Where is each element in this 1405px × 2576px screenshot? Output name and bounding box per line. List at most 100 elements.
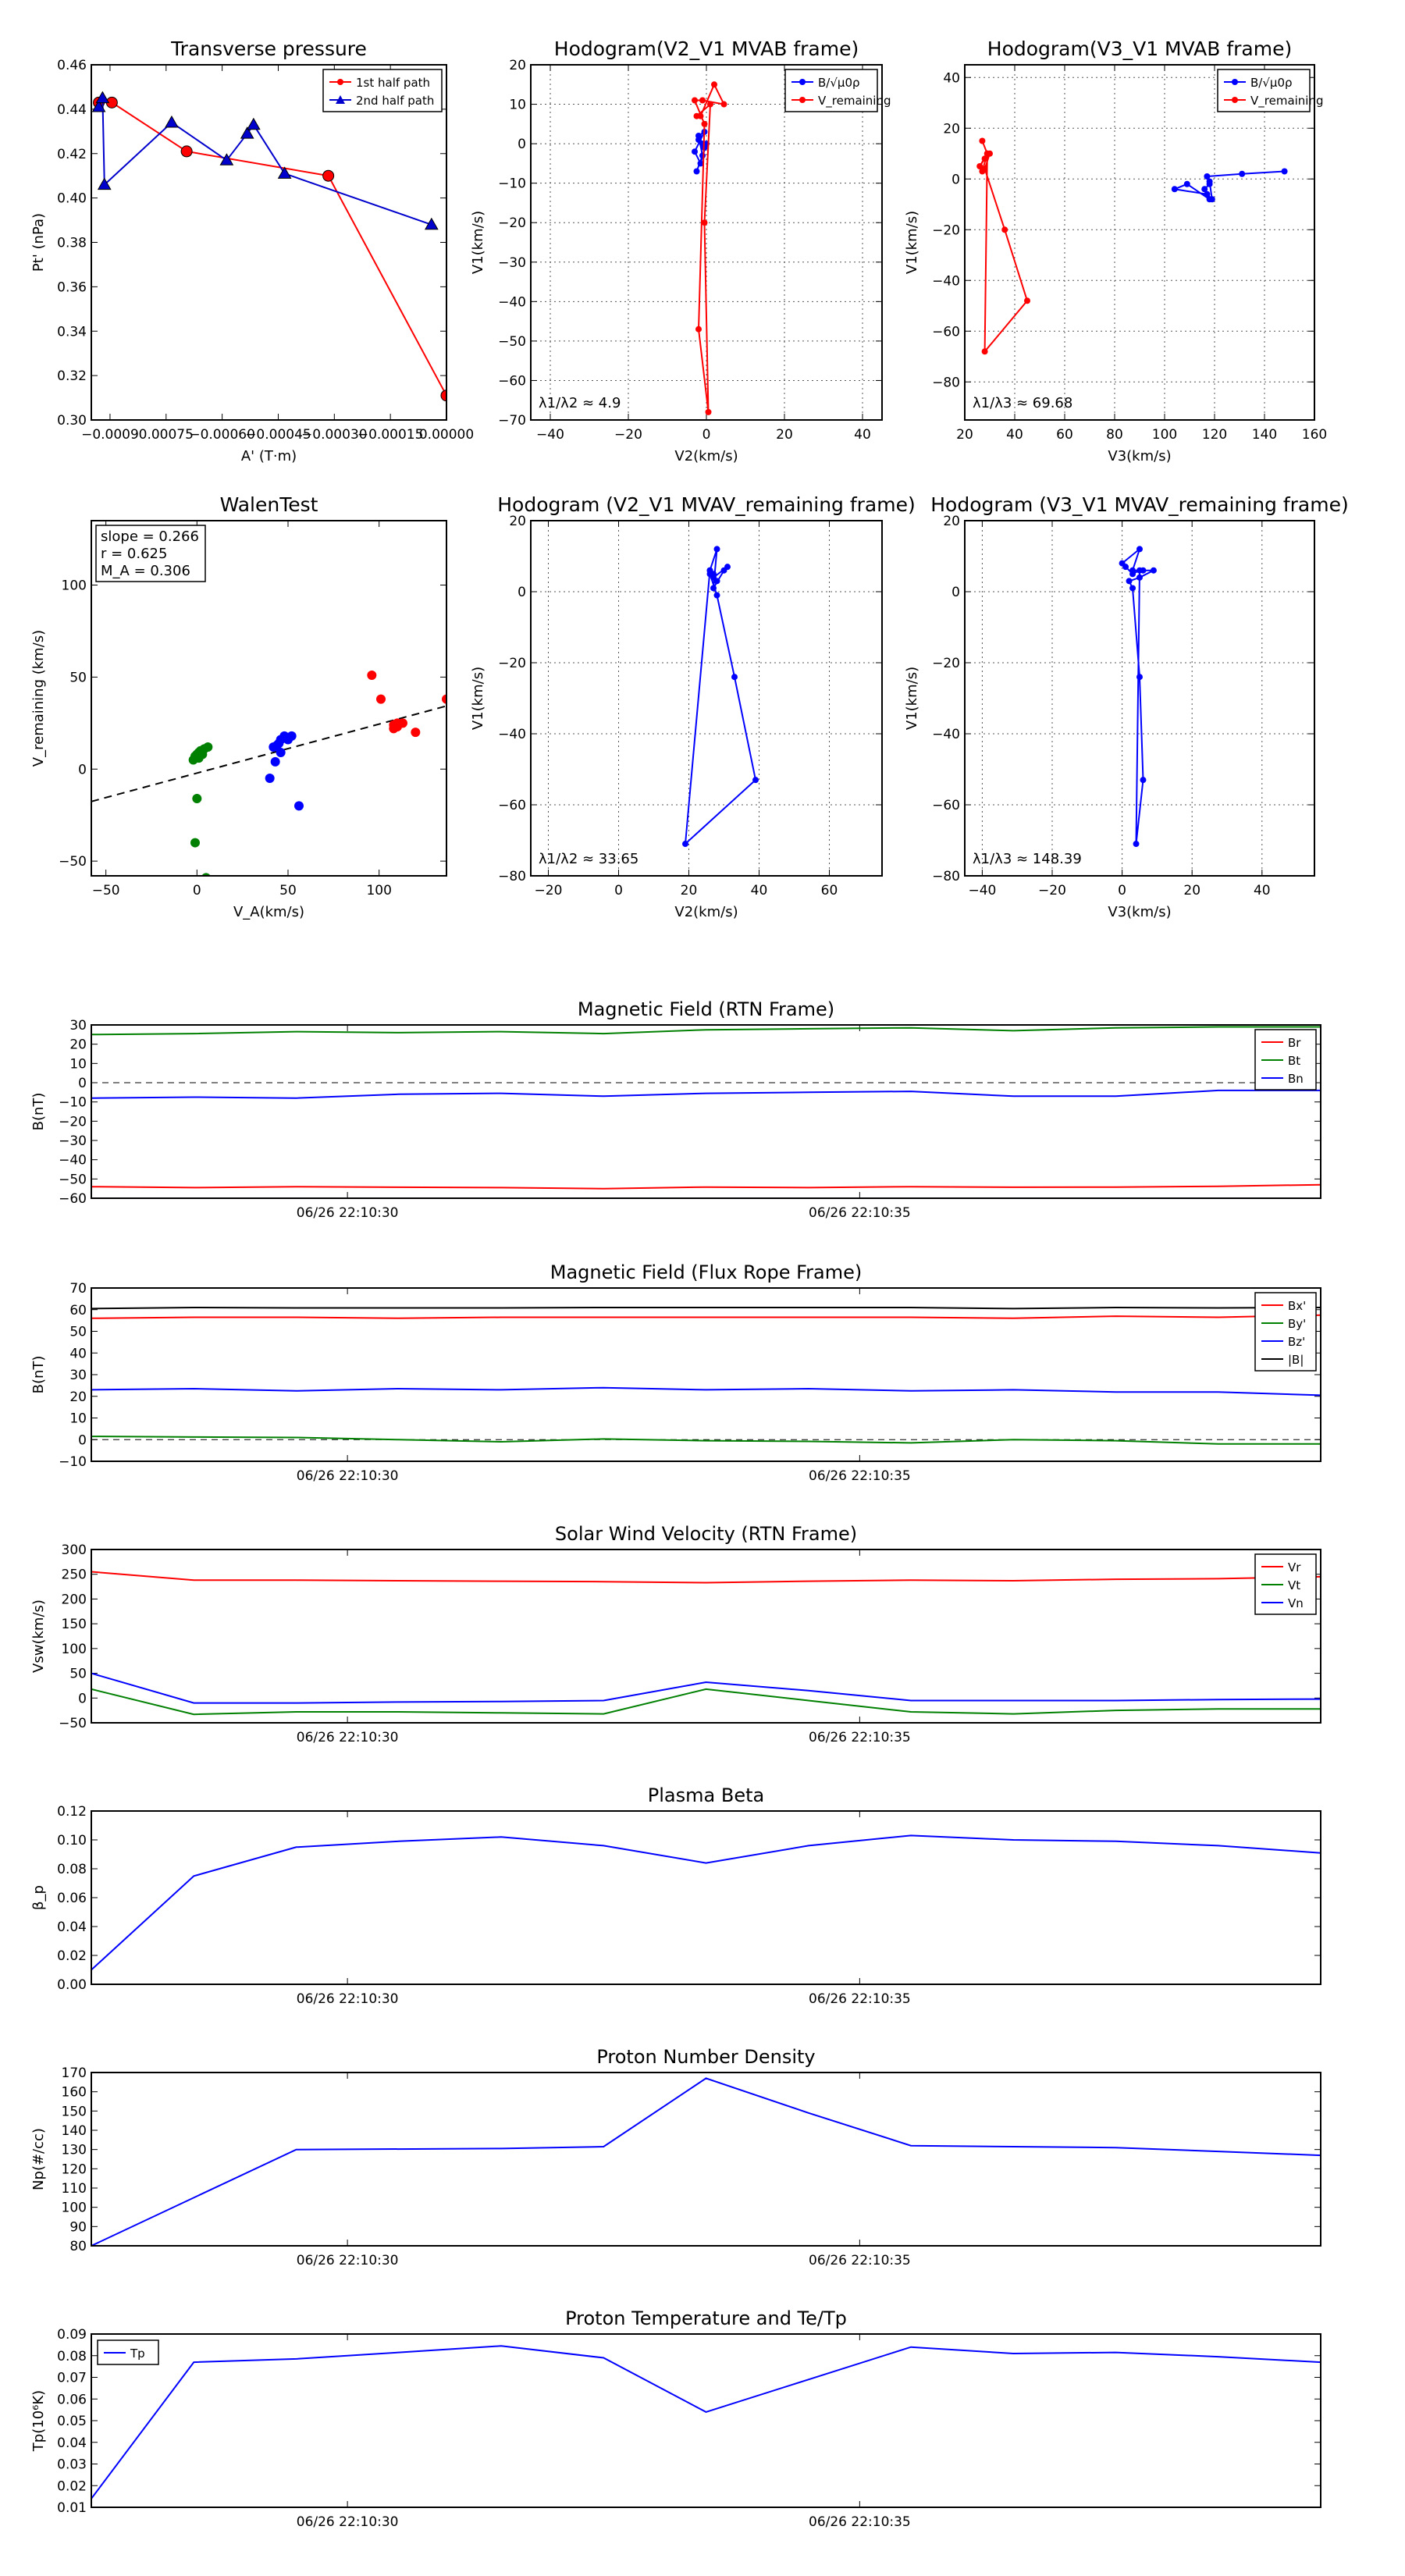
legend-label: Vr xyxy=(1288,1560,1301,1574)
stats-box xyxy=(95,525,206,582)
data-point xyxy=(219,153,234,165)
x-tick-label: 06/26 22:10:35 xyxy=(809,2253,911,2268)
stats-text: M_A = 0.306 xyxy=(101,563,190,579)
x-tick-label: 100 xyxy=(366,883,391,898)
data-point xyxy=(713,578,720,585)
data-point xyxy=(1281,168,1288,175)
y-tick-label: 0.02 xyxy=(57,1948,87,1964)
y-tick-label: −40 xyxy=(59,1153,87,1169)
y-tick-label: 0 xyxy=(78,762,87,777)
x-tick-label: 40 xyxy=(854,427,871,443)
y-tick-label: 70 xyxy=(69,1281,87,1297)
plot-frame xyxy=(91,1287,1321,1462)
y-tick-label: 0.00 xyxy=(57,1977,87,1993)
data-point xyxy=(203,742,213,752)
x-tick-label: 06/26 22:10:35 xyxy=(809,1205,911,1221)
x-tick-label: 0 xyxy=(614,883,623,898)
y-tick-label: 0 xyxy=(78,1432,87,1448)
data-point xyxy=(697,160,704,167)
y-tick-label: 160 xyxy=(62,2085,87,2101)
x-tick-label: 20 xyxy=(1183,883,1200,898)
y-tick-label: 50 xyxy=(69,1325,87,1340)
plot-area xyxy=(91,2077,1321,2246)
y-tick-label: 0.04 xyxy=(57,1920,87,1935)
data-point xyxy=(1133,841,1140,848)
y-tick-label: 140 xyxy=(62,2123,87,2139)
x-tick-label: 100 xyxy=(1152,427,1177,443)
x-axis-label: V2(km/s) xyxy=(674,448,738,464)
data-point xyxy=(710,585,717,592)
series-line-Vr xyxy=(91,1571,1321,1584)
y-tick-label: −20 xyxy=(59,1114,87,1130)
y-tick-label: −10 xyxy=(59,1095,87,1111)
data-point xyxy=(710,571,717,578)
x-tick-label: −0.00045 xyxy=(245,427,311,443)
x-tick-label: 06/26 22:10:30 xyxy=(297,1991,399,2007)
data-point xyxy=(1140,777,1147,784)
y-axis-label: Pt' (nPa) xyxy=(30,213,47,272)
legend-label: B/√μ0ρ xyxy=(818,76,860,90)
data-point xyxy=(699,152,706,159)
data-point xyxy=(277,166,292,179)
legend-label: Vn xyxy=(1288,1596,1304,1610)
y-tick-label: 0.34 xyxy=(57,324,87,340)
y-tick-label: 0 xyxy=(518,585,526,600)
data-point xyxy=(247,117,261,130)
y-tick-label: 0.44 xyxy=(57,102,87,118)
x-tick-label: −0.00030 xyxy=(301,427,368,443)
chart-title: Magnetic Field (RTN Frame) xyxy=(578,998,834,1020)
series-line-Vt xyxy=(91,1688,1321,1716)
eigenvalue-ratio-annotation: λ1/λ3 ≈ 69.68 xyxy=(973,395,1072,411)
data-point xyxy=(322,169,335,182)
data-point xyxy=(711,81,717,88)
y-tick-label: 100 xyxy=(62,578,87,594)
data-point xyxy=(695,326,702,333)
data-point xyxy=(1136,674,1143,681)
y-tick-label: 0 xyxy=(951,585,960,600)
series-line-V xyxy=(684,549,757,846)
legend-marker xyxy=(799,79,806,85)
y-tick-label: 0.46 xyxy=(57,58,87,73)
x-tick-label: −20 xyxy=(1038,883,1066,898)
y-tick-label: −60 xyxy=(932,798,960,813)
x-axis-label: V2(km/s) xyxy=(674,904,738,920)
y-tick-label: 0.05 xyxy=(57,2414,87,2429)
series-line-Bt xyxy=(91,1026,1321,1036)
data-point xyxy=(1001,226,1008,233)
data-point xyxy=(1150,567,1157,574)
series-line-2nd half path xyxy=(98,98,432,226)
plot-frame xyxy=(530,64,883,421)
x-tick-label: 06/26 22:10:35 xyxy=(809,1730,911,1745)
data-point xyxy=(165,115,179,128)
data-point xyxy=(194,753,204,763)
x-tick-label: 40 xyxy=(751,883,768,898)
data-point xyxy=(699,97,706,104)
plot-area xyxy=(1119,546,1157,848)
x-tick-label: 50 xyxy=(279,883,297,898)
y-tick-label: −40 xyxy=(932,727,960,742)
x-tick-label: 06/26 22:10:30 xyxy=(297,1730,399,1745)
y-tick-label: 0.40 xyxy=(57,191,87,207)
series-line-Bx' xyxy=(91,1314,1321,1319)
series-line-1st half path xyxy=(98,101,446,397)
y-tick-label: −20 xyxy=(932,222,960,238)
plot-area xyxy=(91,91,446,402)
data-point xyxy=(752,777,759,784)
legend-label: Bx' xyxy=(1288,1299,1306,1313)
y-tick-label: 0.02 xyxy=(57,2478,87,2494)
chart-title: Transverse pressure xyxy=(170,37,367,60)
chart-title: WalenTest xyxy=(220,493,318,516)
data-point xyxy=(1136,546,1143,553)
y-tick-label: −20 xyxy=(498,656,526,671)
x-tick-label: −50 xyxy=(92,883,120,898)
legend-label: |B| xyxy=(1288,1353,1304,1367)
x-axis-label: A' (T·m) xyxy=(241,448,297,464)
plot-area xyxy=(91,671,446,876)
data-point xyxy=(1239,170,1246,177)
y-axis-label: V1(km/s) xyxy=(904,211,920,274)
chart-hodo3: Hodogram (V2_V1 MVAV_remaining frame) −20… xyxy=(470,493,916,920)
chart-hodo2: Hodogram(V3_V1 MVAB frame) 20 40 60 80 100 120… xyxy=(904,37,1327,464)
y-tick-label: −40 xyxy=(932,273,960,289)
y-tick-label: −30 xyxy=(59,1133,87,1149)
